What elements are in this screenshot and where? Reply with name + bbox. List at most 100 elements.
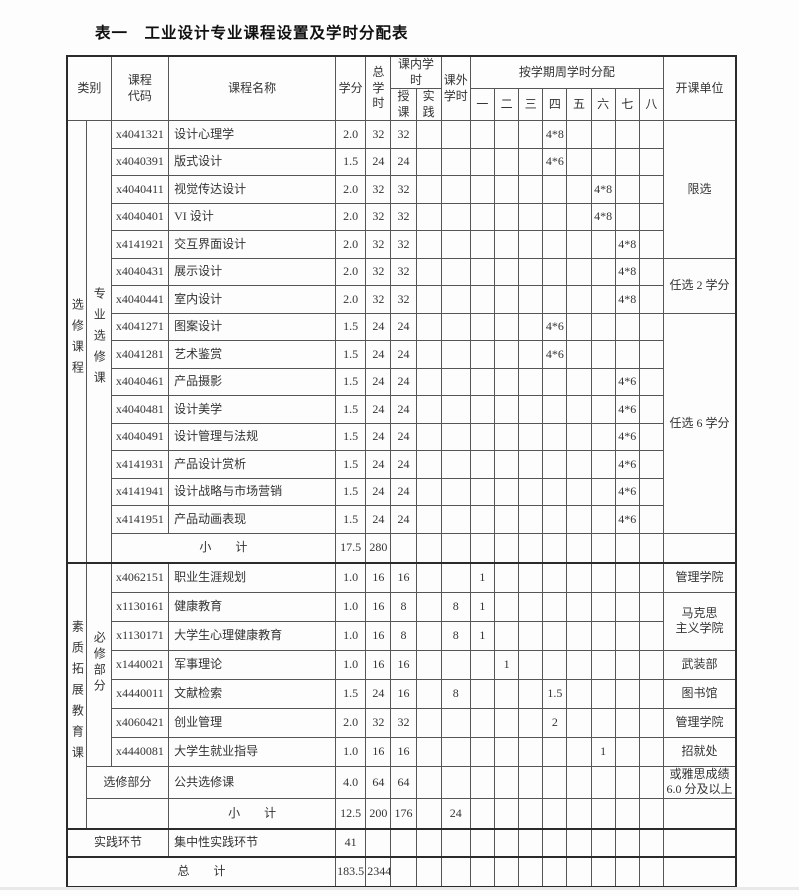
empty-cell [566, 532, 592, 564]
course-unit: 招就处 [663, 736, 737, 767]
course-sem6-hours [590, 367, 616, 397]
grand-total-row: 总 计 183.5 2344 [66, 855, 737, 888]
course-sem3-hours [518, 505, 544, 534]
course-sem2-hours [493, 562, 520, 593]
empty-cell [638, 798, 665, 830]
course-sem5-hours [566, 395, 592, 424]
course-sem8-hours [638, 395, 665, 424]
empty-unit-cell [663, 798, 737, 830]
empty-cell [518, 827, 544, 858]
course-name: 艺术鉴赏 [168, 340, 337, 369]
course-sem1-hours [469, 147, 496, 177]
course-credits: 1.5 [335, 422, 367, 452]
course-practice-hours [415, 505, 442, 534]
course-total-hours: 32 [365, 257, 392, 287]
course-total-hours: 32 [365, 285, 392, 314]
course-practice-hours [415, 367, 442, 397]
empty-cell [542, 855, 568, 888]
course-sem5-hours [566, 591, 592, 622]
course-row: x4040461 产品摄影 1.5 24 24 4*6 [67, 367, 736, 397]
course-practice-hours [415, 450, 442, 479]
course-sem3-hours [518, 395, 544, 424]
empty-cell [638, 855, 665, 888]
course-sem1-hours [469, 450, 496, 479]
page-title: 表一 工业设计专业课程设置及学时分配表 [95, 25, 409, 42]
course-lecture-hours: 32 [390, 257, 417, 287]
course-sem5-hours [566, 175, 592, 204]
course-credits: 2.0 [335, 202, 367, 232]
unit-group-label: 任选 2 学分 [663, 257, 737, 314]
course-sem4-hours [542, 257, 568, 287]
course-sem7-hours [614, 340, 640, 369]
course-sem6-hours [590, 340, 616, 369]
empty-cell [542, 532, 568, 564]
empty-cell [542, 827, 568, 858]
course-total-hours: 16 [365, 591, 392, 622]
course-credits: 1.5 [335, 147, 367, 177]
course-row: x4440011 文献检索 1.5 24 16 8 1.5 图书馆 [67, 678, 737, 709]
empty-cell [614, 827, 640, 858]
empty-cell [614, 798, 640, 830]
course-name: 职业生涯规划 [168, 562, 337, 593]
course-code: x4040461 [110, 367, 170, 397]
course-sem7-hours: 4*6 [614, 422, 640, 452]
course-lecture-hours: 64 [390, 765, 417, 800]
header-row-1: 类别 课程 代码 课程名称 学分 总 学时 课内学时 课外 学时 按学期周学时分… [66, 55, 737, 122]
table-header: 类别 课程 代码 课程名称 学分 总 学时 课内学时 课外 学时 按学期周学时分… [66, 55, 737, 122]
course-sem8-hours [638, 340, 665, 369]
course-row: x4040441 室内设计 2.0 32 32 4*8 [67, 285, 736, 314]
course-sem8-hours [638, 765, 665, 800]
course-sem5-hours [566, 649, 592, 680]
course-sem1-hours [469, 505, 496, 534]
course-sem7-hours [614, 649, 640, 680]
course-sem8-hours [638, 422, 665, 452]
course-sem8-hours [638, 202, 665, 232]
header-sem-4: 四 [542, 88, 568, 122]
course-practice-hours [415, 175, 442, 204]
course-code: x4041321 [110, 120, 170, 149]
subcategory-required-part-text: 必修部分 [92, 630, 107, 695]
course-sem6-hours [590, 477, 616, 507]
course-total-hours: 24 [365, 678, 392, 709]
course-sem7-hours: 4*8 [614, 285, 640, 314]
course-code: x4141951 [110, 505, 170, 534]
course-name: 文献检索 [168, 678, 337, 709]
course-sem3-hours [518, 147, 544, 177]
header-sem-8: 八 [638, 88, 665, 122]
course-extra-hours [440, 312, 471, 342]
course-lecture-hours: 32 [390, 202, 417, 232]
course-practice-hours [415, 312, 442, 342]
empty-cell [365, 827, 392, 858]
course-sem4-hours: 1.5 [542, 678, 568, 709]
course-total-hours: 32 [365, 175, 392, 204]
course-total-hours: 32 [365, 120, 392, 149]
course-sem4-hours [542, 562, 568, 593]
course-total-hours: 24 [365, 477, 392, 507]
course-sem3-hours [518, 477, 544, 507]
course-total-hours: 16 [365, 649, 392, 680]
empty-cell [638, 532, 665, 564]
course-sem7-hours [614, 312, 640, 342]
course-lecture-hours: 16 [390, 649, 417, 680]
course-sem2-hours [493, 367, 520, 397]
course-lecture-hours: 32 [390, 120, 417, 149]
header-weekly-distribution: 按学期周学时分配 [469, 55, 665, 90]
empty-cell [390, 827, 417, 858]
category-quality-development: 素质拓展教育课 [66, 562, 87, 830]
course-sem3-hours [518, 707, 544, 738]
course-sem2-hours [493, 312, 520, 342]
course-sem5-hours [566, 367, 592, 397]
course-name: 设计美学 [168, 395, 337, 424]
course-name: 大学生就业指导 [168, 736, 337, 767]
course-name: 设计管理与法规 [168, 422, 337, 452]
course-sem3-hours [518, 340, 544, 369]
course-extra-hours [440, 450, 471, 479]
header-sem-3: 三 [518, 88, 544, 122]
course-sem7-hours [614, 678, 640, 709]
course-sem7-hours: 4*6 [614, 505, 640, 534]
course-sem6-hours [590, 312, 616, 342]
course-code: x4141921 [110, 230, 170, 259]
header-extra-hours: 课外 学时 [440, 55, 471, 122]
course-sem1-hours [469, 477, 496, 507]
course-sem6-hours [590, 505, 616, 534]
